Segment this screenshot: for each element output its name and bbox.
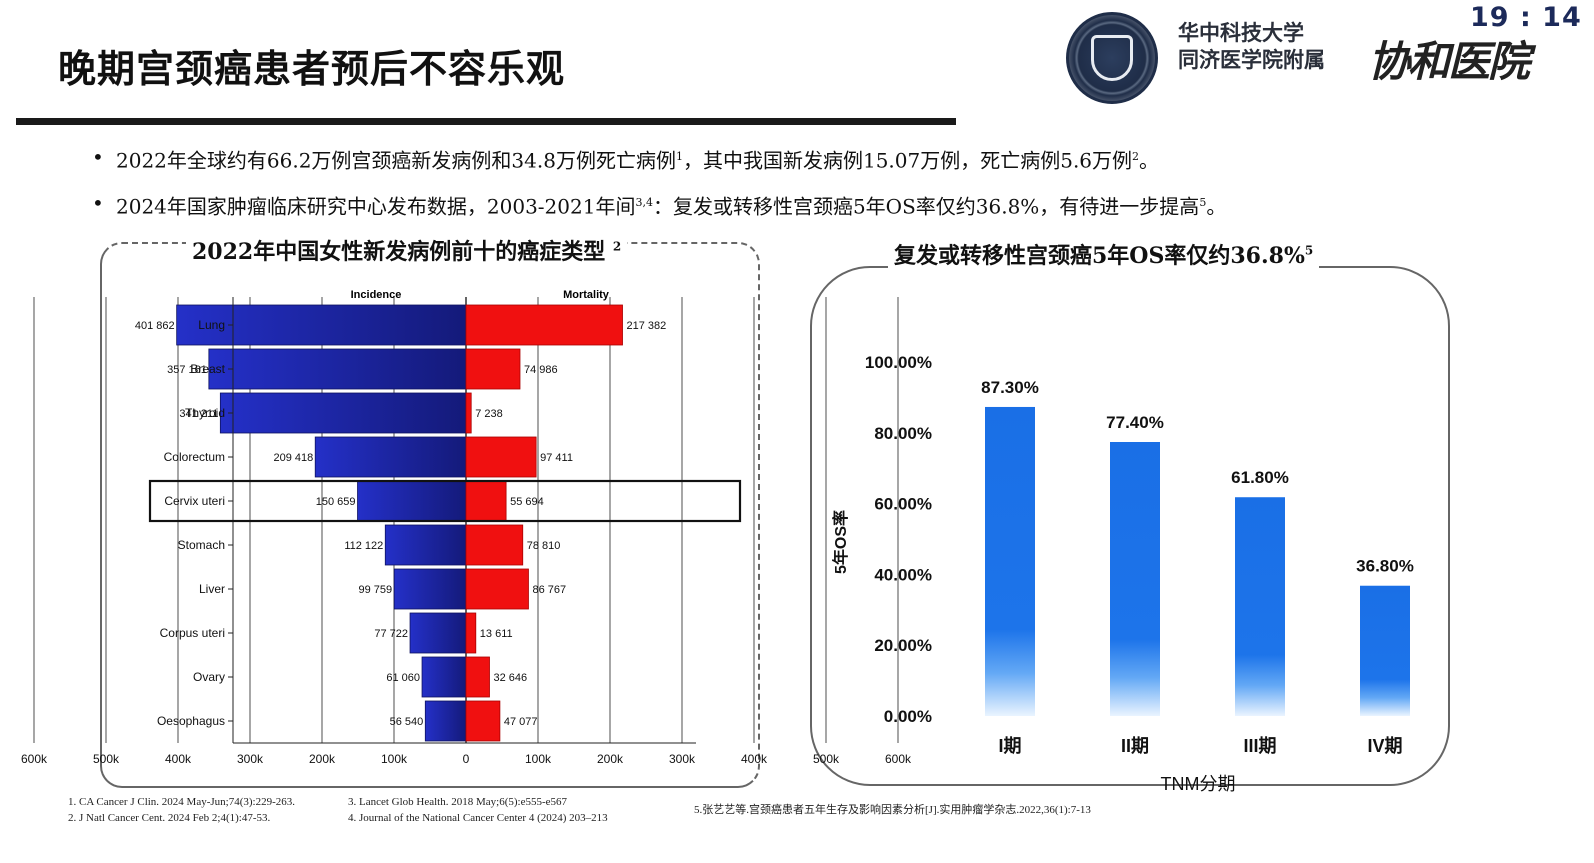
incidence-bar xyxy=(219,392,467,434)
incidence-value-label: 77 722 xyxy=(374,628,408,640)
mortality-value-label: 97 411 xyxy=(540,452,573,464)
category-label: Colorectum xyxy=(164,450,225,464)
org-line-1: 华中科技大学 xyxy=(1178,21,1304,45)
category-label: Thyroid xyxy=(185,406,225,420)
footnote: 5.张艺艺等.宫颈癌患者五年生存及影响因素分析[J].实用肿瘤学杂志.2022,… xyxy=(694,804,1091,816)
mortality-value-label: 86 767 xyxy=(532,584,566,596)
bullet-list: 2022年全球约有66.2万例宫颈癌新发病例和34.8万例死亡病例1，其中我国新… xyxy=(92,136,1492,227)
mortality-bar xyxy=(465,392,472,434)
mortality-bar xyxy=(465,612,477,654)
incidence-label: Incidence xyxy=(351,289,402,301)
mortality-bar xyxy=(465,304,623,346)
mortality-bar xyxy=(465,568,529,610)
mortality-value-label: 13 611 xyxy=(480,628,513,640)
category-label: Breast xyxy=(190,362,225,376)
category-label: Oesophagus xyxy=(157,714,225,728)
bullet-item: 2022年全球约有66.2万例宫颈癌新发病例和34.8万例死亡病例1，其中我国新… xyxy=(92,136,1492,182)
category-label: Corpus uteri xyxy=(160,626,225,640)
incidence-value-label: 112 122 xyxy=(344,540,383,552)
x-tick-label: 200k xyxy=(309,752,336,766)
incidence-value-label: 61 060 xyxy=(386,672,420,684)
highlight-box-cervix xyxy=(148,479,742,523)
x-tick-label: 600k xyxy=(885,752,912,766)
category-label: Lung xyxy=(198,318,225,332)
title-divider xyxy=(16,118,956,125)
mortality-bar xyxy=(465,700,501,742)
incidence-bar xyxy=(393,568,467,610)
mortality-value-label: 74 986 xyxy=(524,364,558,376)
x-tick-label: 400k xyxy=(165,752,192,766)
university-seal-logo xyxy=(1066,12,1158,104)
x-tick-label: 500k xyxy=(93,752,120,766)
x-tick-label: 500k xyxy=(813,752,840,766)
footnotes-col-3: 5.张艺艺等.宫颈癌患者五年生存及影响因素分析[J].实用肿瘤学杂志.2022,… xyxy=(694,802,1091,818)
mortality-label: Mortality xyxy=(563,289,610,301)
incidence-value-label: 401 862 xyxy=(135,320,175,332)
mortality-value-label: 217 382 xyxy=(627,320,667,332)
bullet-item: 2024年国家肿瘤临床研究中心发布数据，2003-2021年间3,4：复发或转移… xyxy=(92,182,1492,228)
x-tick-label: 0 xyxy=(463,752,470,766)
incidence-value-label: 341 211 xyxy=(179,408,218,420)
incidence-bar xyxy=(176,304,467,346)
x-tick-label: 300k xyxy=(237,752,264,766)
incidence-bar xyxy=(314,436,467,478)
incidence-bar xyxy=(357,480,467,522)
mortality-value-label: 32 646 xyxy=(494,672,528,684)
x-tick-label: 600k xyxy=(21,752,48,766)
category-label: Ovary xyxy=(193,670,225,684)
category-label: Cervix uteri xyxy=(164,494,225,508)
footnote: 2. J Natl Cancer Cent. 2024 Feb 2;4(1):4… xyxy=(68,812,271,824)
x-tick-label: 300k xyxy=(669,752,696,766)
mortality-bar xyxy=(465,436,537,478)
mortality-value-label: 78 810 xyxy=(527,540,561,552)
category-label: Liver xyxy=(199,582,225,596)
org-name: 华中科技大学 同济医学院附属 xyxy=(1178,20,1325,74)
incidence-value-label: 209 418 xyxy=(273,452,313,464)
right-chart-title: 复发或转移性宫颈癌5年OS率仅约36.8%5 xyxy=(888,238,1320,270)
clock-overlay: 19 : 14 xyxy=(1470,2,1582,33)
incidence-bar xyxy=(421,656,467,698)
footnote: 3. Lancet Glob Health. 2018 May;6(5):e55… xyxy=(348,796,568,808)
incidence-value-label: 150 659 xyxy=(316,496,356,508)
footnote: 4. Journal of the National Cancer Center… xyxy=(348,812,608,824)
mortality-value-label: 47 077 xyxy=(504,716,538,728)
footnote: 1. CA Cancer J Clin. 2024 May-Jun;74(3):… xyxy=(68,796,296,808)
slide-title: 晚期宫颈癌患者预后不容乐观 xyxy=(58,47,566,91)
mortality-bar xyxy=(465,480,507,522)
mortality-value-label: 7 238 xyxy=(475,408,503,420)
incidence-bar xyxy=(384,524,467,566)
x-tick-label: 400k xyxy=(741,752,768,766)
mortality-value-label: 55 694 xyxy=(510,496,544,508)
x-tick-label: 100k xyxy=(381,752,408,766)
org-line-2: 同济医学院附属 xyxy=(1178,48,1325,72)
footnotes-col-2: 3. Lancet Glob Health. 2018 May;6(5):e55… xyxy=(348,794,608,826)
x-tick-label: 200k xyxy=(597,752,624,766)
mortality-bar xyxy=(465,524,524,566)
incidence-bar xyxy=(208,348,467,390)
incidence-value-label: 56 540 xyxy=(390,716,424,728)
mortality-bar xyxy=(465,348,521,390)
category-label: Stomach xyxy=(178,538,225,552)
left-chart-title: 2022年中国女性新发病例前十的癌症类型 2 xyxy=(186,234,628,266)
footnotes-col-1: 1. CA Cancer J Clin. 2024 May-Jun;74(3):… xyxy=(68,794,295,826)
mortality-bar xyxy=(465,656,490,698)
incidence-bar xyxy=(409,612,467,654)
incidence-value-label: 99 759 xyxy=(359,584,393,596)
incidence-bar xyxy=(424,700,467,742)
x-tick-label: 100k xyxy=(525,752,552,766)
hospital-brand-logo: 协和医院 xyxy=(1368,37,1530,86)
incidence-value-label: 357 161 xyxy=(167,364,207,376)
